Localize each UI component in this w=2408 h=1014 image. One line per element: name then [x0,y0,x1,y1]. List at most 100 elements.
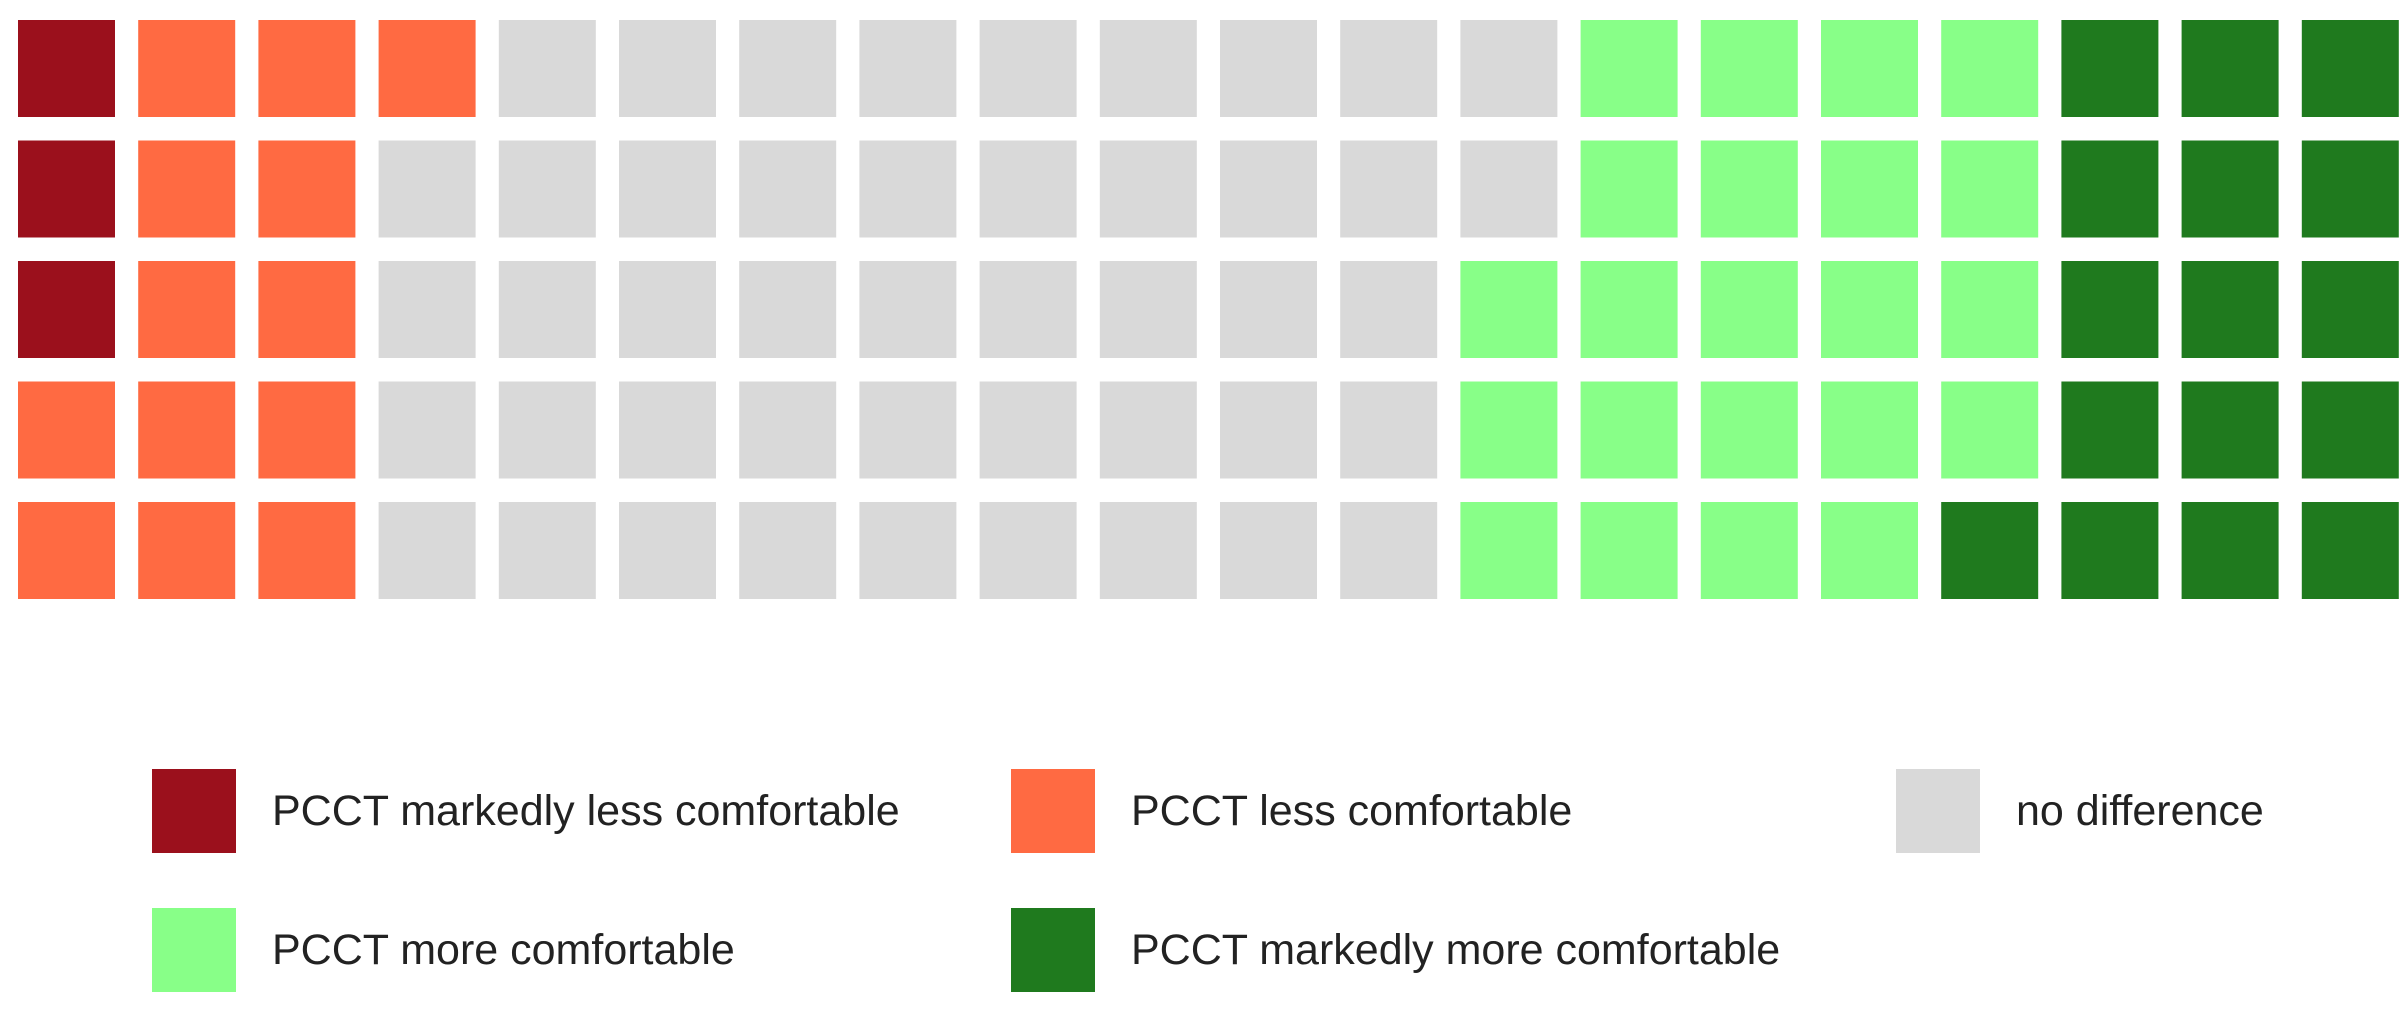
waffle-cell-pcct-markedly-more-comfortable [2061,502,2159,599]
waffle-cell-no-difference [859,381,957,479]
waffle-chart [18,20,2399,599]
waffle-cell-no-difference [859,20,957,117]
waffle-cell-pcct-less-comfortable [18,381,115,479]
waffle-cell-no-difference [619,140,716,238]
waffle-cell-no-difference [979,140,1077,238]
waffle-cell-pcct-more-comfortable [1460,502,1558,599]
waffle-cell-no-difference [619,20,716,117]
waffle-cell-pcct-more-comfortable [1941,381,2039,479]
waffle-cell-pcct-markedly-less-comfortable [18,20,115,117]
waffle-cell-no-difference [1099,381,1197,479]
waffle-cell-pcct-markedly-more-comfortable [2061,20,2159,117]
waffle-cell-pcct-more-comfortable [1941,140,2039,238]
waffle-cell-pcct-more-comfortable [1700,502,1798,599]
waffle-cell-pcct-more-comfortable [1460,381,1558,479]
waffle-cell-pcct-less-comfortable [258,261,356,358]
waffle-cell-pcct-less-comfortable [258,381,356,479]
legend-label-markedly-less-comfortable: PCCT markedly less comfortable [272,786,900,835]
waffle-cell-no-difference [498,381,596,479]
waffle-cell-pcct-more-comfortable [1580,502,1678,599]
waffle-cell-no-difference [1099,140,1197,238]
waffle-cell-no-difference [1220,140,1317,238]
legend-label-markedly-more-comfortable: PCCT markedly more comfortable [1131,925,1781,974]
waffle-cell-no-difference [619,381,716,479]
waffle-cell-pcct-less-comfortable [138,261,236,358]
waffle-cell-pcct-more-comfortable [1821,261,1918,358]
waffle-cell-pcct-markedly-more-comfortable [2181,502,2279,599]
waffle-cell-no-difference [1340,381,1438,479]
waffle-cell-no-difference [1340,20,1438,117]
waffle-cell-pcct-more-comfortable [1700,261,1798,358]
waffle-cell-no-difference [859,502,957,599]
waffle-cell-no-difference [1099,261,1197,358]
waffle-cell-no-difference [1099,502,1197,599]
waffle-cell-pcct-markedly-more-comfortable [2061,261,2159,358]
waffle-cell-pcct-markedly-less-comfortable [18,140,115,238]
waffle-cell-pcct-more-comfortable [1460,261,1558,358]
waffle-cell-no-difference [1220,20,1317,117]
waffle-cell-pcct-more-comfortable [1821,381,1918,479]
waffle-cell-pcct-more-comfortable [1580,261,1678,358]
waffle-cell-no-difference [498,502,596,599]
waffle-cell-no-difference [1340,502,1438,599]
waffle-cell-no-difference [1099,20,1197,117]
waffle-cell-no-difference [979,261,1077,358]
waffle-cell-pcct-more-comfortable [1700,140,1798,238]
waffle-cell-pcct-markedly-more-comfortable [2061,381,2159,479]
waffle-cell-pcct-more-comfortable [1821,502,1918,599]
waffle-cell-pcct-less-comfortable [138,140,236,238]
waffle-cell-no-difference [378,261,476,358]
waffle-cell-no-difference [859,140,957,238]
waffle-cell-no-difference [739,20,837,117]
waffle-cell-pcct-less-comfortable [138,502,236,599]
legend-label-more-comfortable: PCCT more comfortable [272,925,735,974]
waffle-cell-no-difference [1460,20,1558,117]
waffle-cell-no-difference [979,381,1077,479]
waffle-cell-pcct-less-comfortable [138,20,236,117]
legend-swatch-markedly-more-comfortable [1011,908,1095,992]
waffle-cell-pcct-less-comfortable [138,381,236,479]
waffle-cell-no-difference [1220,502,1317,599]
waffle-cell-pcct-less-comfortable [258,20,356,117]
waffle-cell-no-difference [1220,261,1317,358]
waffle-cell-pcct-more-comfortable [1821,140,1918,238]
waffle-cell-pcct-markedly-more-comfortable [1941,502,2039,599]
waffle-cell-pcct-less-comfortable [258,140,356,238]
waffle-cell-no-difference [739,381,837,479]
legend-label-less-comfortable: PCCT less comfortable [1131,786,1573,835]
waffle-cell-pcct-markedly-more-comfortable [2301,502,2399,599]
waffle-cell-pcct-less-comfortable [18,502,115,599]
waffle-cell-pcct-markedly-more-comfortable [2181,381,2279,479]
waffle-cell-no-difference [1460,140,1558,238]
waffle-cell-pcct-markedly-more-comfortable [2301,261,2399,358]
waffle-cell-no-difference [739,261,837,358]
waffle-cell-no-difference [979,502,1077,599]
waffle-cell-pcct-markedly-more-comfortable [2181,261,2279,358]
waffle-cell-pcct-markedly-more-comfortable [2181,140,2279,238]
waffle-cell-pcct-markedly-less-comfortable [18,261,115,358]
waffle-cell-no-difference [378,140,476,238]
waffle-cell-no-difference [619,502,716,599]
waffle-cell-no-difference [1220,381,1317,479]
waffle-cell-pcct-markedly-more-comfortable [2301,20,2399,117]
waffle-cell-no-difference [1340,261,1438,358]
waffle-cell-no-difference [739,140,837,238]
waffle-cell-pcct-more-comfortable [1821,20,1918,117]
legend-label-no-difference: no difference [2016,786,2264,835]
waffle-cell-no-difference [498,140,596,238]
legend-item-markedly-more-comfortable: PCCT markedly more comfortable [1011,908,1780,992]
waffle-cell-pcct-more-comfortable [1700,381,1798,479]
legend-item-more-comfortable: PCCT more comfortable [152,908,735,992]
waffle-cell-no-difference [378,381,476,479]
waffle-cell-no-difference [739,502,837,599]
waffle-cell-no-difference [1340,140,1438,238]
waffle-cell-pcct-less-comfortable [258,502,356,599]
waffle-cell-no-difference [378,502,476,599]
legend-swatch-more-comfortable [152,908,236,992]
legend-item-no-difference: no difference [1896,769,2264,853]
legend-item-less-comfortable: PCCT less comfortable [1011,769,1572,853]
waffle-cell-no-difference [619,261,716,358]
legend-swatch-markedly-less-comfortable [152,769,236,853]
legend-swatch-less-comfortable [1011,769,1095,853]
waffle-cell-pcct-markedly-more-comfortable [2181,20,2279,117]
